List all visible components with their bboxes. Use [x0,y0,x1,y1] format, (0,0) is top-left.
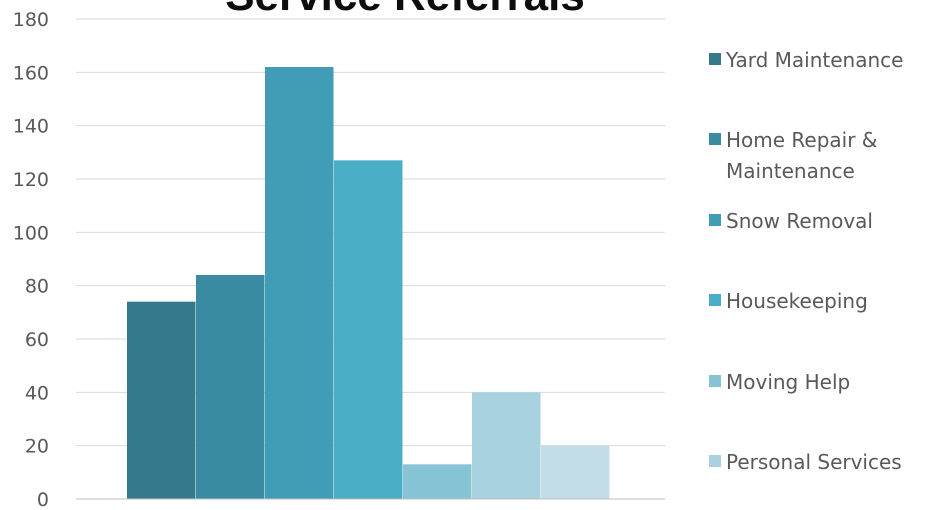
y-tick-label: 0 [37,489,49,510]
legend-label: Snow Removal [726,209,873,233]
legend-label-line: Home Repair & [726,128,877,152]
legend-item: Moving Help [709,370,850,394]
bar [196,275,265,499]
bars [127,67,610,500]
legend-swatch [709,214,721,226]
y-tick-label: 160 [13,62,49,84]
legend-swatch [709,455,721,467]
legend-label: Yard Maintenance [725,48,903,72]
bar [472,392,541,499]
y-tick-label: 180 [13,9,49,31]
legend-item: Housekeeping [709,289,868,313]
y-tick-label: 80 [25,276,49,298]
bar [265,67,334,499]
y-tick-label: 60 [25,329,49,351]
legend-label: Housekeeping [726,289,868,313]
legend-label: Moving Help [726,370,850,394]
y-tick-label: 140 [13,116,49,138]
legend: Yard Maintenance Home Repair & Maintenance… [709,48,903,474]
bar [541,445,610,499]
chart-title: Service Referrals [225,0,585,20]
legend-label: Home Repair & Maintenance [726,128,877,183]
bar [334,160,403,500]
bar [403,464,472,499]
legend-swatch [709,294,721,306]
legend-label-line: Maintenance [726,159,855,183]
legend-item: Snow Removal [709,209,873,233]
legend-swatch [709,375,721,387]
legend-item: Yard Maintenance [709,48,903,72]
y-tick-label: 40 [25,382,49,404]
y-tick-label: 120 [13,169,49,191]
y-tick-label: 100 [13,222,49,244]
legend-swatch [709,133,721,145]
y-axis: 0 20 40 60 80 100 120 140 160 180 [13,9,49,510]
y-tick-label: 20 [25,436,49,458]
legend-item: Home Repair & Maintenance [709,128,877,183]
legend-label: Personal Services [726,450,902,474]
legend-item: Personal Services [709,450,902,474]
legend-swatch [709,53,721,65]
bar [127,301,196,499]
